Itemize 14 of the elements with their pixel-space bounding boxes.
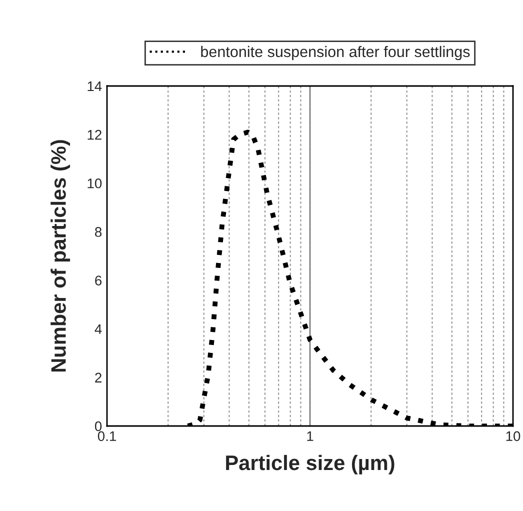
x-tick-label: 1 (307, 431, 314, 441)
y-tick-label: 8 (95, 227, 102, 237)
y-tick-label: 4 (94, 324, 102, 334)
x-tick-label: 10 (506, 431, 520, 442)
y-tick-label: 2 (95, 372, 102, 382)
x-axis-title: Particle size (µm) (226, 454, 394, 474)
y-tick-label: 10 (88, 178, 102, 188)
y-tick-label: 6 (95, 276, 102, 286)
y-tick-label: 14 (88, 81, 102, 92)
y-axis-title: Number of particles (%) (50, 140, 70, 372)
legend-label: bentonite suspension after four settlings (201, 46, 470, 60)
y-tick-label: 12 (88, 130, 102, 140)
x-tick-label: 0.1 (98, 431, 116, 442)
y-tick-label: 0 (94, 421, 102, 432)
